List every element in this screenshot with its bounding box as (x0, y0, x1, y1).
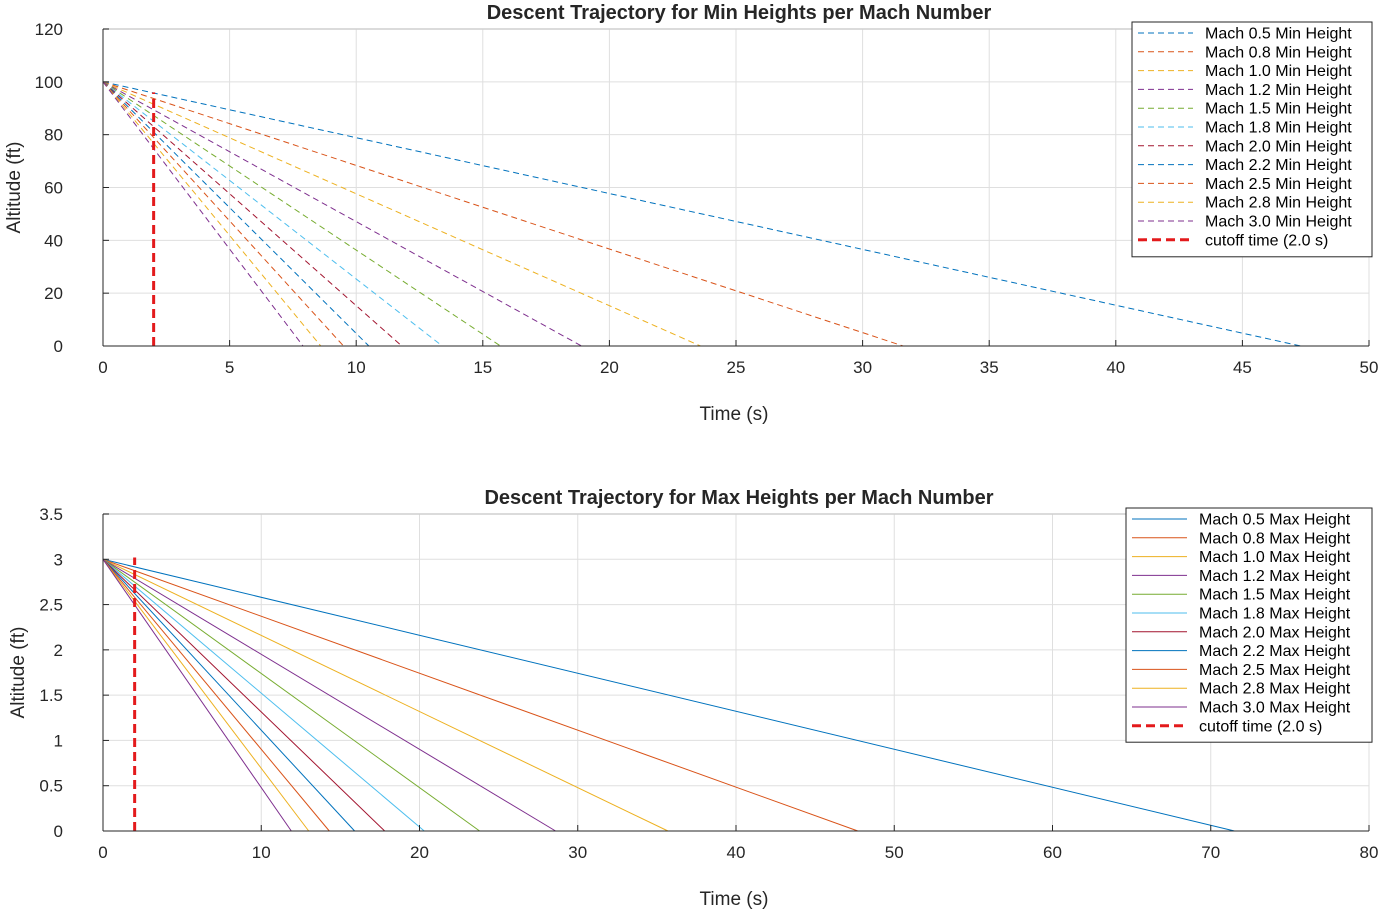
x-tick-label: 80 (1360, 843, 1379, 862)
series-line-3 (102, 81, 701, 347)
y-tick-label: 2 (54, 641, 63, 660)
y-tick-label: 0.5 (39, 777, 63, 796)
y-axis-label: Altitude (ft) (8, 627, 29, 719)
legend-label: Mach 0.8 Min Height (1205, 44, 1352, 61)
legend-label: Mach 2.5 Min Height (1205, 176, 1352, 193)
series-line-6 (102, 558, 425, 832)
series-line-8 (102, 558, 355, 832)
y-tick-label: 2.5 (39, 596, 63, 615)
y-tick-label: 0 (54, 822, 63, 841)
legend-label: Mach 2.8 Max Height (1199, 681, 1351, 698)
series-line-11 (102, 81, 304, 347)
x-tick-label: 50 (885, 843, 904, 862)
series-line-6 (102, 81, 443, 347)
y-tick-label: 1 (54, 731, 63, 750)
series-line-3 (102, 558, 669, 832)
x-axis-label: Time (s) (700, 889, 769, 910)
x-tick-label: 5 (225, 358, 234, 377)
series-line-4 (102, 81, 582, 347)
y-tick-label: 1.5 (39, 686, 63, 705)
legend-label: cutoff time (2.0 s) (1205, 232, 1328, 249)
legend-label: Mach 1.2 Min Height (1205, 82, 1352, 99)
y-tick-label: 40 (44, 231, 63, 250)
chart-title: Descent Trajectory for Max Heights per M… (484, 487, 993, 509)
chart-title: Descent Trajectory for Min Heights per M… (487, 2, 992, 24)
legend-label: Mach 0.5 Min Height (1205, 26, 1352, 43)
x-tick-label: 25 (727, 358, 746, 377)
legend-label: Mach 3.0 Max Height (1199, 700, 1351, 717)
legend-label: cutoff time (2.0 s) (1199, 718, 1322, 735)
chart-max-heights: 0 10 20 30 40 50 60 70 80 0 0.5 1 1.5 2 2.5 3 3.5 Descent… (8, 487, 1378, 910)
legend-label: Mach 1.2 Max Height (1199, 568, 1351, 585)
y-tick-label: 20 (44, 284, 63, 303)
legend-label: Mach 2.5 Max Height (1199, 662, 1351, 679)
series-line-1 (102, 81, 1301, 347)
legend-box (1131, 21, 1373, 258)
y-tick-label: 3 (54, 550, 63, 569)
legend-label: Mach 2.0 Max Height (1199, 624, 1351, 641)
x-tick-label: 35 (980, 358, 999, 377)
y-tick-label: 120 (35, 20, 63, 39)
legend-label: Mach 2.0 Min Height (1205, 138, 1352, 155)
y-tick-label: 3.5 (39, 505, 63, 524)
x-tick-label: 10 (252, 843, 271, 862)
x-tick-label: 30 (853, 358, 872, 377)
legend-label: Mach 2.8 Min Height (1205, 195, 1352, 212)
legend-label: Mach 2.2 Min Height (1205, 157, 1352, 174)
x-tick-label: 70 (1201, 843, 1220, 862)
series-line-7 (102, 558, 386, 832)
x-tick-label: 40 (1106, 358, 1125, 377)
legend-label: Mach 1.0 Max Height (1199, 549, 1351, 566)
y-tick-label: 100 (35, 73, 63, 92)
x-tick-label: 20 (410, 843, 429, 862)
x-tick-label: 0 (98, 843, 107, 862)
x-tick-label: 20 (600, 358, 619, 377)
legend-box (1125, 507, 1373, 743)
y-axis-label: Altitude (ft) (4, 142, 25, 234)
x-tick-label: 15 (473, 358, 492, 377)
legend-label: Mach 1.5 Min Height (1205, 101, 1352, 118)
series-line-9 (102, 558, 330, 832)
series-line-4 (102, 558, 556, 832)
legend-label: Mach 3.0 Min Height (1205, 214, 1352, 231)
chart-min-heights: 0 5 10 15 20 25 30 35 40 45 50 0 20 40 60 80 100 120 Desce… (4, 2, 1378, 425)
series-line-2 (102, 558, 859, 832)
series-line-7 (102, 81, 403, 347)
legend-label: Mach 1.8 Max Height (1199, 606, 1351, 623)
series-line-2 (102, 81, 904, 347)
x-tick-label: 50 (1360, 358, 1379, 377)
series-line-5 (102, 558, 480, 832)
x-tick-label: 10 (347, 358, 366, 377)
legend-label: Mach 0.8 Max Height (1199, 530, 1351, 547)
y-tick-label: 0 (54, 337, 63, 356)
series-line-1 (102, 558, 1235, 832)
x-tick-label: 30 (568, 843, 587, 862)
legend-label: Mach 1.8 Min Height (1205, 120, 1352, 137)
x-tick-label: 60 (1043, 843, 1062, 862)
series-line-10 (102, 558, 310, 832)
x-tick-label: 0 (98, 358, 107, 377)
y-tick-label: 60 (44, 179, 63, 198)
series-line-10 (102, 81, 322, 347)
x-axis-label: Time (s) (700, 404, 769, 425)
y-tick-label: 80 (44, 126, 63, 145)
legend-label: Mach 1.0 Min Height (1205, 63, 1352, 80)
x-tick-label: 45 (1233, 358, 1252, 377)
x-tick-label: 40 (727, 843, 746, 862)
legend-label: Mach 0.5 Max Height (1199, 512, 1351, 529)
legend-label: Mach 2.2 Max Height (1199, 643, 1351, 660)
series-line-8 (102, 81, 370, 347)
legend-label: Mach 1.5 Max Height (1199, 587, 1351, 604)
